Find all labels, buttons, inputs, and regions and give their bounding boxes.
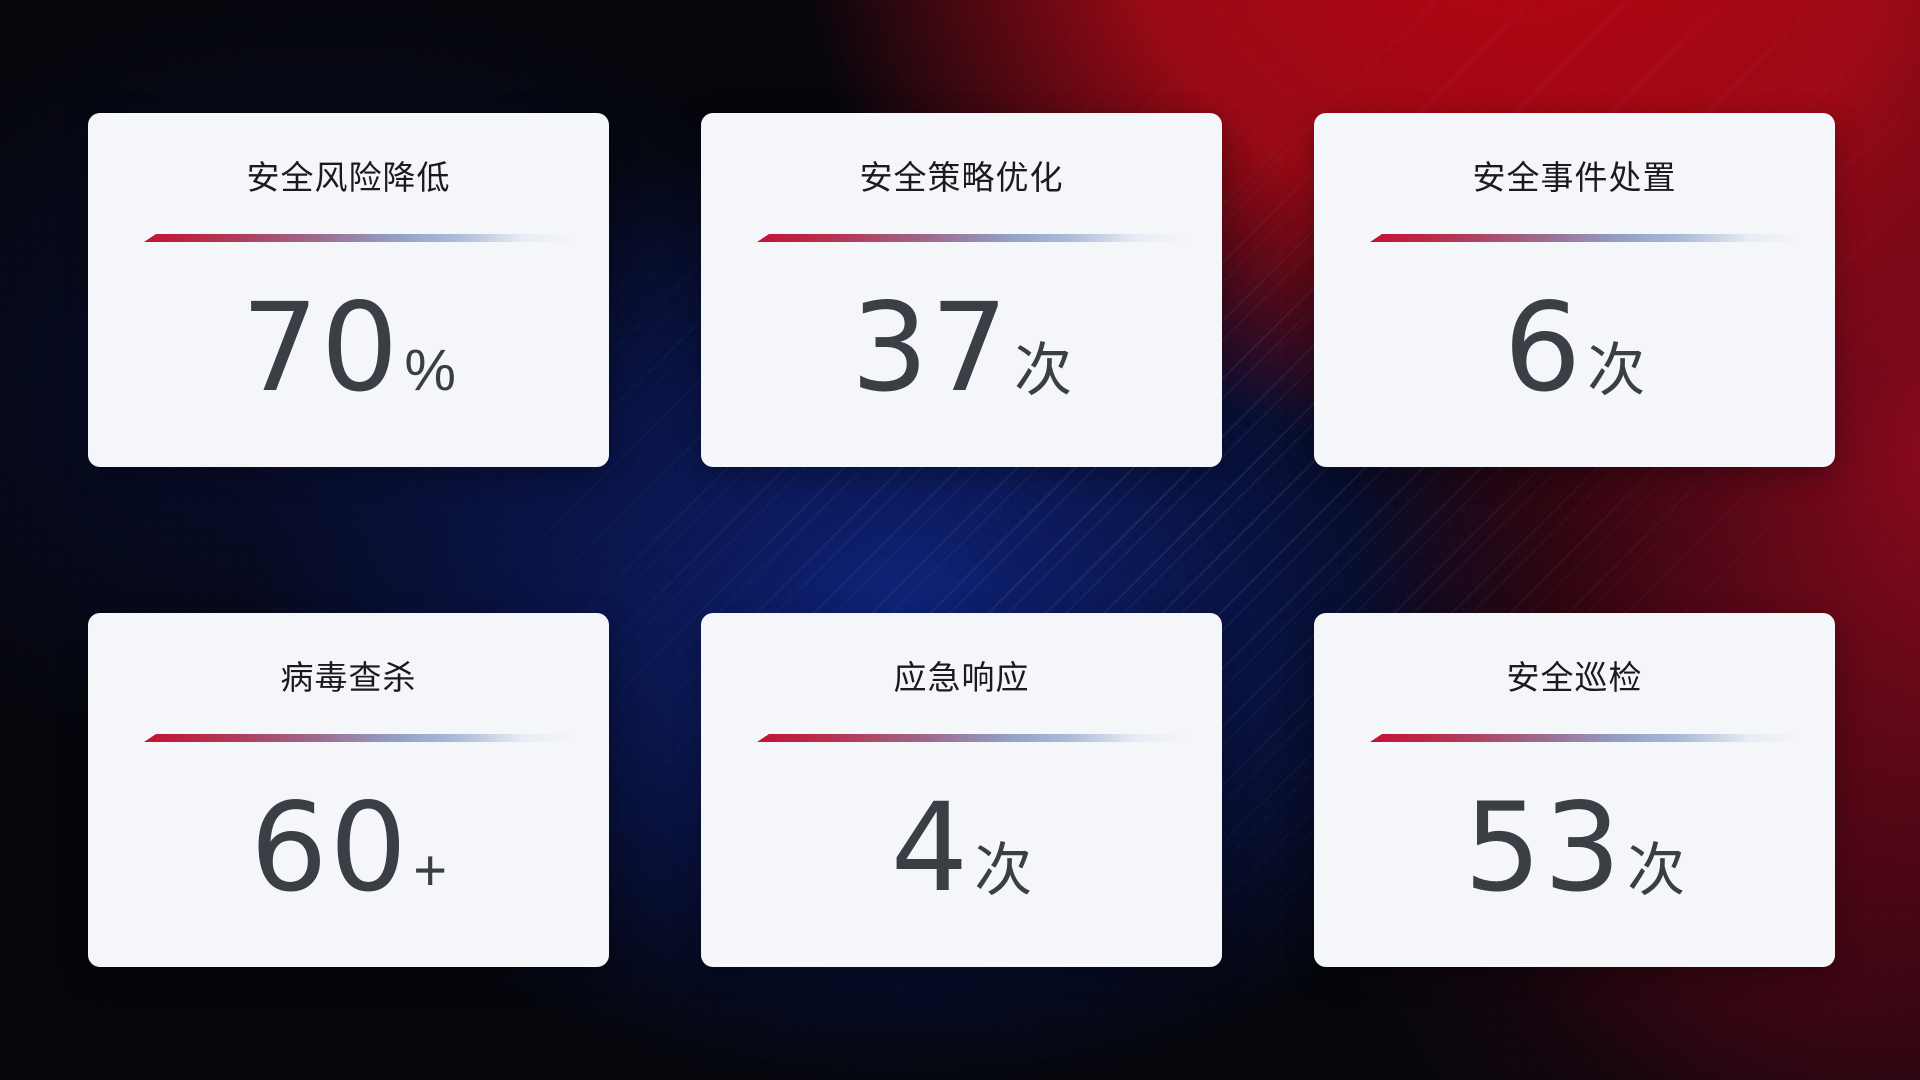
stat-card-incident-handling: 安全事件处置 6次	[1314, 113, 1835, 467]
value-unit: 次	[974, 838, 1033, 903]
card-title: 安全策略优化	[859, 159, 1064, 196]
gradient-divider	[757, 234, 1208, 242]
stat-card-risk-reduction: 安全风险降低 70%	[88, 113, 609, 467]
value-number: 6	[1503, 277, 1584, 419]
stat-card-virus-scan: 病毒查杀 60+	[88, 613, 609, 967]
gradient-divider	[144, 234, 595, 242]
card-title: 安全巡检	[1506, 659, 1643, 696]
stat-card-emergency-response: 应急响应 4次	[701, 613, 1222, 967]
value-number: 37	[850, 277, 1011, 419]
value-number: 70	[241, 277, 401, 419]
value-unit: 次	[1014, 338, 1073, 403]
stat-card-security-inspection: 安全巡检 53次	[1314, 613, 1835, 967]
gradient-divider	[757, 734, 1208, 742]
card-value: 70%	[88, 286, 609, 448]
card-title: 应急响应	[893, 659, 1030, 696]
card-title: 病毒查杀	[280, 659, 417, 696]
card-value: 60+	[88, 786, 609, 948]
value-unit: +	[413, 838, 448, 903]
card-value: 6次	[1314, 286, 1835, 448]
card-title: 安全事件处置	[1472, 159, 1677, 196]
value-number: 4	[890, 777, 971, 919]
stat-card-policy-optimization: 安全策略优化 37次	[701, 113, 1222, 467]
card-value: 53次	[1314, 786, 1835, 948]
card-title: 安全风险降低	[246, 159, 451, 196]
gradient-divider	[144, 734, 595, 742]
card-value: 37次	[701, 286, 1222, 448]
value-unit: 次	[1587, 338, 1646, 403]
value-number: 53	[1463, 777, 1624, 919]
value-unit: %	[404, 338, 456, 403]
value-number: 60	[249, 777, 410, 919]
card-value: 4次	[701, 786, 1222, 948]
gradient-divider	[1370, 234, 1821, 242]
value-unit: 次	[1627, 838, 1686, 903]
gradient-divider	[1370, 734, 1821, 742]
